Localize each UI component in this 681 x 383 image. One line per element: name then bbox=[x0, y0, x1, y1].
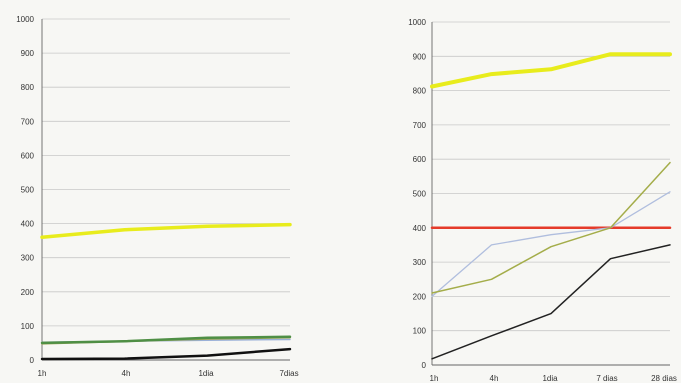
x-tick-label: 1h bbox=[38, 369, 47, 378]
series-line-1 bbox=[430, 52, 672, 89]
x-tick-label: 7dias bbox=[279, 369, 298, 378]
y-tick-label: 0 bbox=[422, 361, 427, 370]
x-tick-label: 1dia bbox=[198, 369, 214, 378]
y-tick-label: 800 bbox=[21, 83, 35, 92]
y-tick-label: 600 bbox=[413, 155, 427, 164]
x-tick-label: 4h bbox=[490, 374, 499, 383]
y-tick-label: 500 bbox=[21, 186, 35, 195]
series-line-5 bbox=[40, 347, 292, 361]
y-tick-label: 100 bbox=[413, 327, 427, 336]
y-tick-label: 1000 bbox=[408, 18, 426, 27]
y-tick-label: 300 bbox=[413, 258, 427, 267]
x-tick-label: 1h bbox=[430, 374, 439, 383]
y-tick-label: 400 bbox=[21, 220, 35, 229]
y-tick-label: 100 bbox=[21, 322, 35, 331]
series-line-1 bbox=[40, 222, 292, 239]
x-tick-label: 28 dias bbox=[651, 374, 677, 383]
y-tick-label: 300 bbox=[21, 254, 35, 263]
y-tick-label: 600 bbox=[21, 151, 35, 160]
y-tick-label: 0 bbox=[30, 356, 35, 365]
y-tick-label: 800 bbox=[413, 87, 427, 96]
series-line-4 bbox=[431, 161, 671, 294]
series-line-5 bbox=[431, 244, 671, 360]
x-tick-label: 7 dias bbox=[596, 374, 617, 383]
chart-2: 0 100 200 300 400 500 600 700 800 900 1000 1h 4h 1dia… bbox=[408, 18, 677, 383]
series-line-3 bbox=[431, 191, 671, 298]
y-tick-label: 200 bbox=[413, 292, 427, 301]
y-tick-label: 200 bbox=[21, 288, 35, 297]
x-tick-label: 4h bbox=[122, 369, 131, 378]
series-line-4 bbox=[40, 335, 292, 345]
y-tick-label: 700 bbox=[21, 117, 35, 126]
y-tick-label: 1000 bbox=[16, 15, 34, 24]
chart-1: 0 100 200 300 400 500 600 700 800 900 1000 1h 4h 1dia… bbox=[16, 15, 298, 378]
y-tick-label: 500 bbox=[413, 190, 427, 199]
y-tick-label: 700 bbox=[413, 121, 427, 130]
y-tick-label: 400 bbox=[413, 224, 427, 233]
y-tick-label: 900 bbox=[413, 52, 427, 61]
y-tick-label: 900 bbox=[21, 49, 35, 58]
x-tick-label: 1dia bbox=[542, 374, 558, 383]
